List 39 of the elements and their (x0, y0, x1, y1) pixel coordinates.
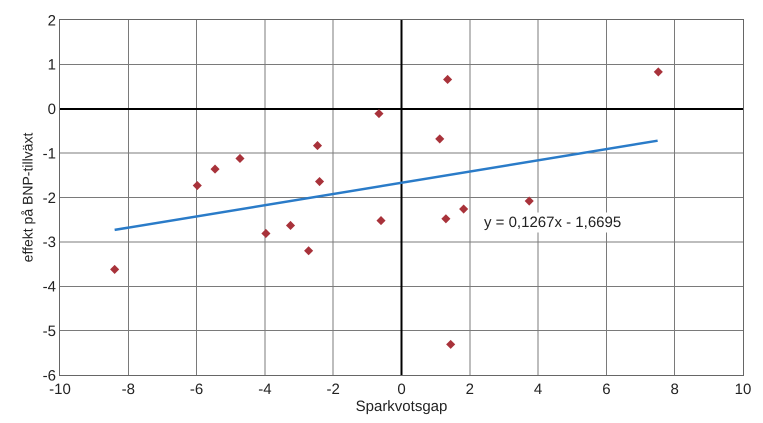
x-tick-label: 4 (534, 381, 542, 398)
point (459, 204, 468, 214)
point (312, 141, 322, 150)
y-tick-label: -5 (42, 322, 56, 340)
annotation: y = 0,1267x - 1,6695 (484, 214, 622, 231)
point (376, 216, 386, 226)
x-tick-label: 0 (397, 381, 406, 398)
y-tick-label: -4 (42, 278, 56, 296)
point (654, 67, 663, 76)
x-tick-label: 2 (466, 381, 474, 398)
x-axis-title: Sparkvotsgap (356, 398, 448, 415)
point (192, 180, 202, 190)
y-axis-title: effekt på BNP-tillväxt (19, 132, 36, 262)
point (374, 109, 384, 118)
point (304, 246, 314, 256)
y-tick-label: 2 (48, 12, 56, 30)
point (314, 176, 324, 186)
y-tick-label: -2 (42, 190, 56, 207)
y-tick-label: 1 (48, 56, 56, 74)
point (435, 134, 444, 144)
x-tick-label: -8 (122, 381, 135, 398)
x-tick-label: 8 (670, 381, 679, 398)
x-tick-label: -6 (190, 381, 204, 398)
x-tick-label: -4 (258, 381, 272, 398)
x-tick-label: -2 (326, 381, 340, 398)
y-tick-label: -3 (42, 234, 56, 252)
x-tick-label: 6 (602, 381, 611, 398)
point (261, 228, 270, 238)
point (110, 264, 120, 274)
y-tick-label: -1 (42, 145, 56, 162)
point (235, 154, 245, 163)
point (446, 340, 456, 349)
y-tick-label: 0 (48, 101, 56, 118)
point (286, 220, 296, 230)
point (441, 214, 450, 224)
point (443, 74, 452, 84)
point (524, 196, 534, 206)
point (210, 164, 220, 174)
x-tick-label: 10 (734, 381, 752, 398)
